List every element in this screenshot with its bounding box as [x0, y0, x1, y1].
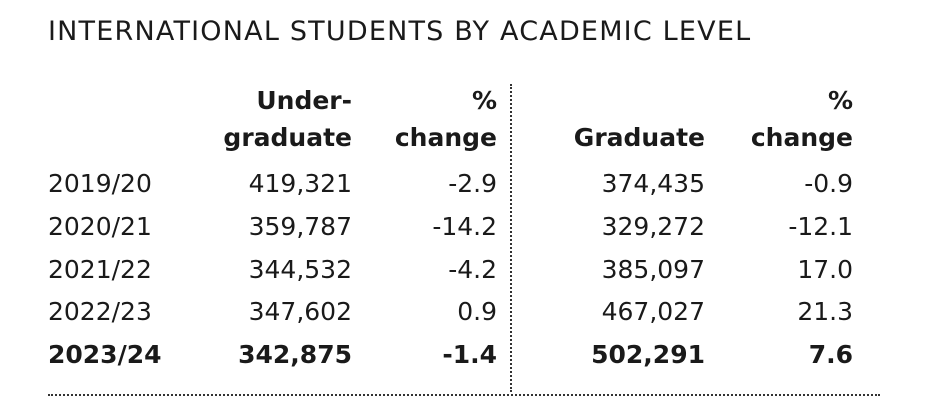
table-cell: -14.2 [432, 211, 497, 241]
table-cell: 21.3 [797, 297, 853, 327]
table-cell: 467,027 [601, 297, 705, 327]
table-cell: -1.4 [442, 340, 497, 370]
table-cell: 329,272 [601, 211, 705, 241]
divider [510, 84, 512, 392]
title: INTERNATIONAL STUDENTS BY ACADEMIC LEVEL [48, 16, 752, 47]
column-header: change [750, 123, 853, 152]
table-cell: -12.1 [788, 211, 853, 241]
table-cell: 419,321 [248, 169, 352, 198]
row-label: 2022/23 [48, 297, 152, 327]
table-cell: 359,787 [248, 211, 352, 241]
column-header: change [394, 123, 497, 152]
table-cell: 7.6 [808, 340, 853, 370]
table-cell: 344,532 [248, 254, 352, 284]
row-label: 2019/20 [48, 169, 152, 198]
column-header: % [827, 86, 853, 115]
row-label: 2021/22 [48, 254, 152, 284]
table-cell: 342,875 [238, 340, 352, 370]
row-label: 2020/21 [48, 211, 152, 241]
column-header: Graduate [573, 123, 705, 152]
table-cell: -4.2 [448, 254, 497, 284]
divider [48, 394, 880, 396]
table-cell: 347,602 [248, 297, 352, 327]
column-header: graduate [223, 123, 352, 152]
table-cell: 502,291 [591, 340, 705, 370]
column-header: % [471, 86, 497, 115]
table-cell: 385,097 [601, 254, 705, 284]
table-cell: 17.0 [797, 254, 853, 284]
table-cell: 374,435 [601, 169, 705, 198]
table-cell: 0.9 [457, 297, 497, 327]
row-label: 2023/24 [48, 340, 162, 370]
table-cell: -0.9 [804, 169, 853, 198]
table-cell: -2.9 [448, 169, 497, 198]
column-header: Under- [256, 86, 352, 115]
